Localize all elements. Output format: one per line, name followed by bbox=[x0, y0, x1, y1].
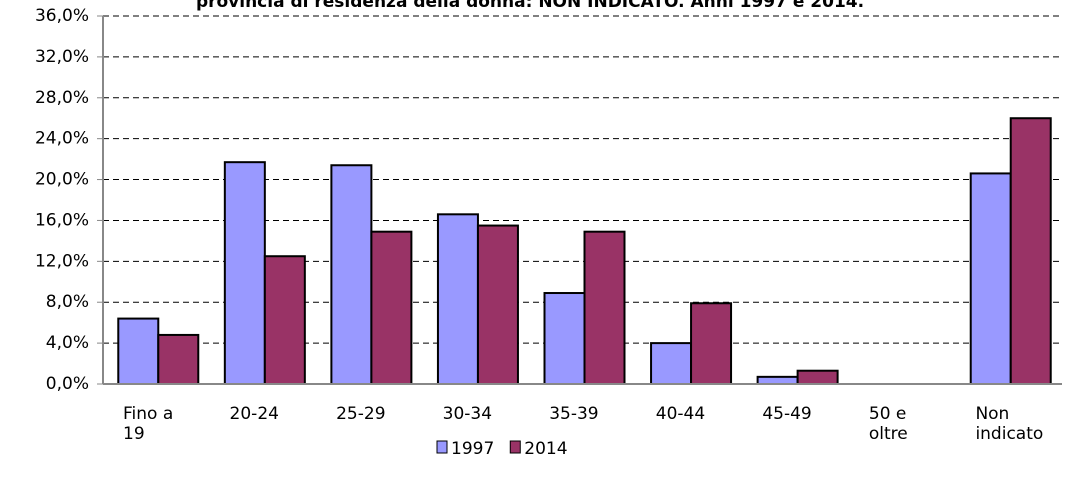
x-tick-label: Fino a 19 bbox=[123, 404, 174, 444]
x-tick-label: 20-24 bbox=[229, 404, 279, 424]
bar bbox=[436, 213, 479, 385]
y-tick-label: 8,0% bbox=[46, 292, 89, 312]
y-tick-label: 32,0% bbox=[35, 47, 89, 67]
x-tick-label: 45-49 bbox=[762, 404, 812, 424]
x-tick-label: 30-34 bbox=[442, 404, 493, 424]
y-tick-label: 20,0% bbox=[35, 170, 89, 190]
y-tick-label: 28,0% bbox=[35, 88, 89, 108]
bar bbox=[263, 255, 306, 386]
chart-title: provincia di residenza della donna: NON … bbox=[196, 0, 864, 12]
y-tick-label: 36,0% bbox=[35, 6, 89, 26]
bar bbox=[476, 224, 519, 385]
legend-label: 1997 bbox=[451, 439, 494, 459]
legend-label: 2014 bbox=[524, 439, 567, 459]
y-tick-label: 0,0% bbox=[46, 374, 89, 394]
bar bbox=[756, 375, 799, 386]
bar bbox=[583, 230, 626, 385]
x-tick-label: 35-39 bbox=[549, 404, 599, 424]
bar bbox=[969, 172, 1012, 385]
legend-swatch bbox=[509, 440, 521, 454]
x-tick-label: Non indicato bbox=[975, 404, 1044, 444]
y-tick-label: 4,0% bbox=[46, 333, 89, 353]
y-tick-label: 12,0% bbox=[35, 251, 89, 271]
bar bbox=[796, 369, 839, 386]
y-tick-label: 16,0% bbox=[35, 210, 89, 230]
bar bbox=[223, 161, 266, 385]
x-tick-label: 50 e oltre bbox=[868, 404, 908, 444]
y-tick-label: 24,0% bbox=[35, 129, 89, 149]
x-tick-label: 40-44 bbox=[655, 404, 706, 424]
x-tick-label: 25-29 bbox=[336, 404, 386, 424]
bar bbox=[650, 342, 693, 386]
bar bbox=[1009, 117, 1052, 385]
bar bbox=[690, 302, 733, 385]
legend-swatch bbox=[436, 440, 448, 454]
bar bbox=[543, 292, 586, 385]
bar bbox=[330, 164, 373, 385]
bar bbox=[370, 230, 413, 385]
bar bbox=[117, 317, 160, 386]
bar bbox=[157, 333, 200, 385]
